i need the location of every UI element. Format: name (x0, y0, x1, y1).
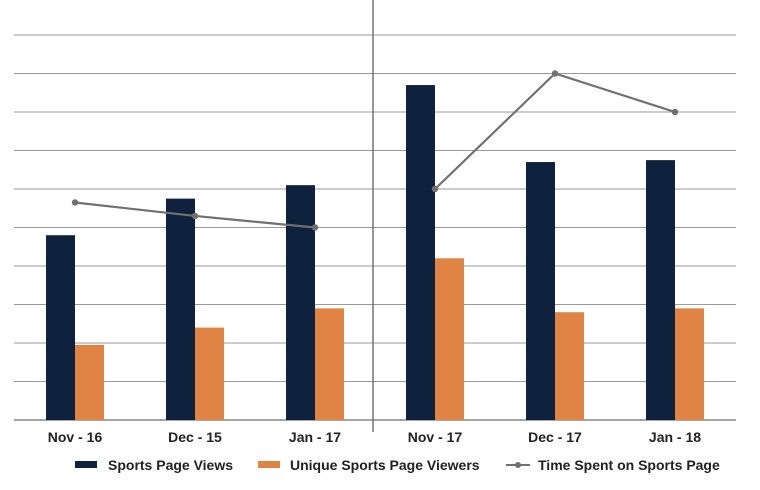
legend-item: Time Spent on Sports Page (506, 457, 720, 473)
bar-sports-page-views-4 (526, 162, 555, 421)
legend-item: Unique Sports Page Viewers (258, 457, 480, 473)
bar-sports-page-views-5 (646, 160, 675, 420)
axis-layer: Nov - 16 Dec - 15 Jan - 17 Nov - 17 Dec - 17… (48, 0, 701, 445)
bar-unique-sports-page-viewers-2 (315, 308, 344, 420)
x-tick-label: Jan - 18 (649, 429, 701, 445)
line-point-3 (431, 185, 439, 193)
bar-sports-page-views-3 (406, 85, 435, 421)
line-point-4 (551, 70, 559, 77)
x-tick-label: Dec - 15 (168, 429, 222, 445)
bar-unique-sports-page-viewers-3 (435, 258, 464, 420)
legend-swatch (258, 461, 280, 468)
legend-label: Sports Page Views (108, 457, 233, 473)
bar-sports-page-views-1 (166, 198, 195, 420)
bar-unique-sports-page-viewers-0 (75, 344, 104, 420)
x-tick-label: Nov - 16 (48, 429, 103, 445)
legend-swatch (75, 461, 97, 468)
bar-unique-sports-page-viewers-4 (555, 312, 584, 420)
line-point-2 (311, 224, 319, 231)
line-layer (71, 70, 679, 231)
legend-label: Unique Sports Page Viewers (290, 457, 480, 473)
bar-unique-sports-page-viewers-5 (675, 308, 704, 420)
x-tick-label: Jan - 17 (289, 429, 341, 445)
bar-sports-page-views-2 (286, 185, 315, 420)
legend-marker (515, 462, 521, 468)
legend-label: Time Spent on Sports Page (538, 457, 720, 473)
x-tick-label: Dec - 17 (528, 429, 582, 445)
line-point-1 (191, 212, 199, 220)
grid-layer (14, 34, 736, 421)
legend: Sports Page Views Unique Sports Page View… (75, 457, 720, 473)
bar-unique-sports-page-viewers-1 (195, 327, 224, 420)
bar-layer (46, 85, 704, 421)
x-tick-label: Nov - 17 (408, 429, 463, 445)
legend-item: Sports Page Views (75, 457, 233, 473)
bar-sports-page-views-0 (46, 235, 75, 420)
line-point-0 (71, 199, 79, 206)
line-point-5 (671, 108, 679, 116)
